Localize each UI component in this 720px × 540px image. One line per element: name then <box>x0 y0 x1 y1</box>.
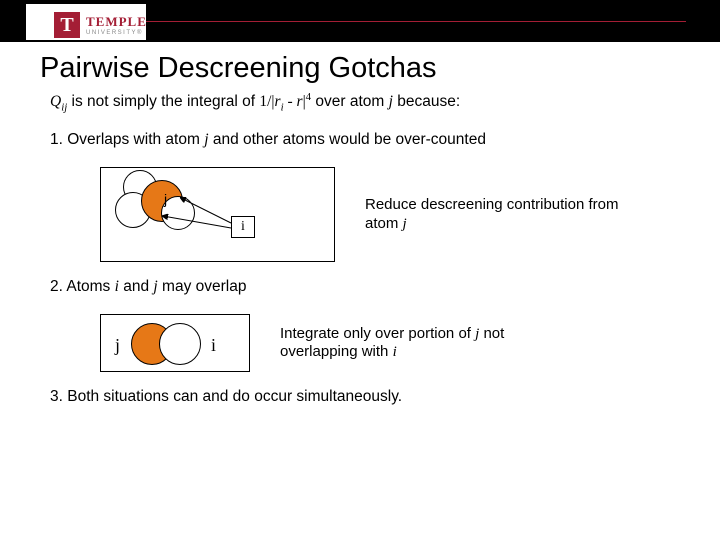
content-area: Qij is not simply the integral of 1/|ri … <box>0 91 720 406</box>
diagram-row-2: j i Integrate only over portion of j not… <box>100 314 680 372</box>
point-3: 3. Both situations can and do occur simu… <box>50 388 680 406</box>
logo-text: TEMPLE UNIVERSITY® <box>86 15 147 36</box>
diagram-2: j i <box>100 314 250 372</box>
university-logo: T TEMPLE UNIVERSITY® <box>54 4 164 46</box>
point-2: 2. Atoms i and j may overlap <box>50 278 680 296</box>
cap2-i: i <box>393 344 397 360</box>
slide-title: Pairwise Descreening Gotchas <box>40 52 720 85</box>
i-label-2: i <box>211 335 216 356</box>
logo-sub: UNIVERSITY® <box>86 30 147 36</box>
p2-post: may overlap <box>158 278 247 295</box>
header-rule <box>146 21 686 22</box>
j-label: j <box>164 191 167 207</box>
p1-pre: 1. Overlaps with atom <box>50 131 204 148</box>
p2-and: and <box>119 278 153 295</box>
p1-post: and other atoms would be over-counted <box>209 131 486 148</box>
frac: 1/| <box>259 93 274 110</box>
header-bar: T TEMPLE UNIVERSITY® <box>0 0 720 42</box>
logo-area: T TEMPLE UNIVERSITY® <box>26 4 146 40</box>
arrow-lines <box>101 168 336 263</box>
q-var: Q <box>50 93 61 110</box>
point-1: 1. Overlaps with atom j and other atoms … <box>50 131 680 149</box>
intro-mid: is not simply the integral of <box>67 93 259 110</box>
intro-line: Qij is not simply the integral of 1/|ri … <box>50 91 680 113</box>
caption-2: Integrate only over portion of j not ove… <box>280 325 560 363</box>
tail-a: over atom <box>311 93 389 110</box>
caption-1: Reduce descreening contribution from ato… <box>365 196 645 234</box>
p2-pre: 2. Atoms <box>50 278 115 295</box>
logo-name: TEMPLE <box>86 15 147 28</box>
tail-b: because: <box>393 93 460 110</box>
atom-i-2 <box>159 323 201 365</box>
diagram-row-1: j i Reduce descreening contribution from… <box>100 167 680 262</box>
diagram-1: j i <box>100 167 335 262</box>
j-label-2: j <box>115 335 120 356</box>
cap2-a: Integrate only over portion of <box>280 325 475 342</box>
i-box: i <box>231 216 255 238</box>
cap1-j: j <box>403 216 407 232</box>
logo-t-icon: T <box>54 12 80 38</box>
mid2: - <box>284 93 297 110</box>
